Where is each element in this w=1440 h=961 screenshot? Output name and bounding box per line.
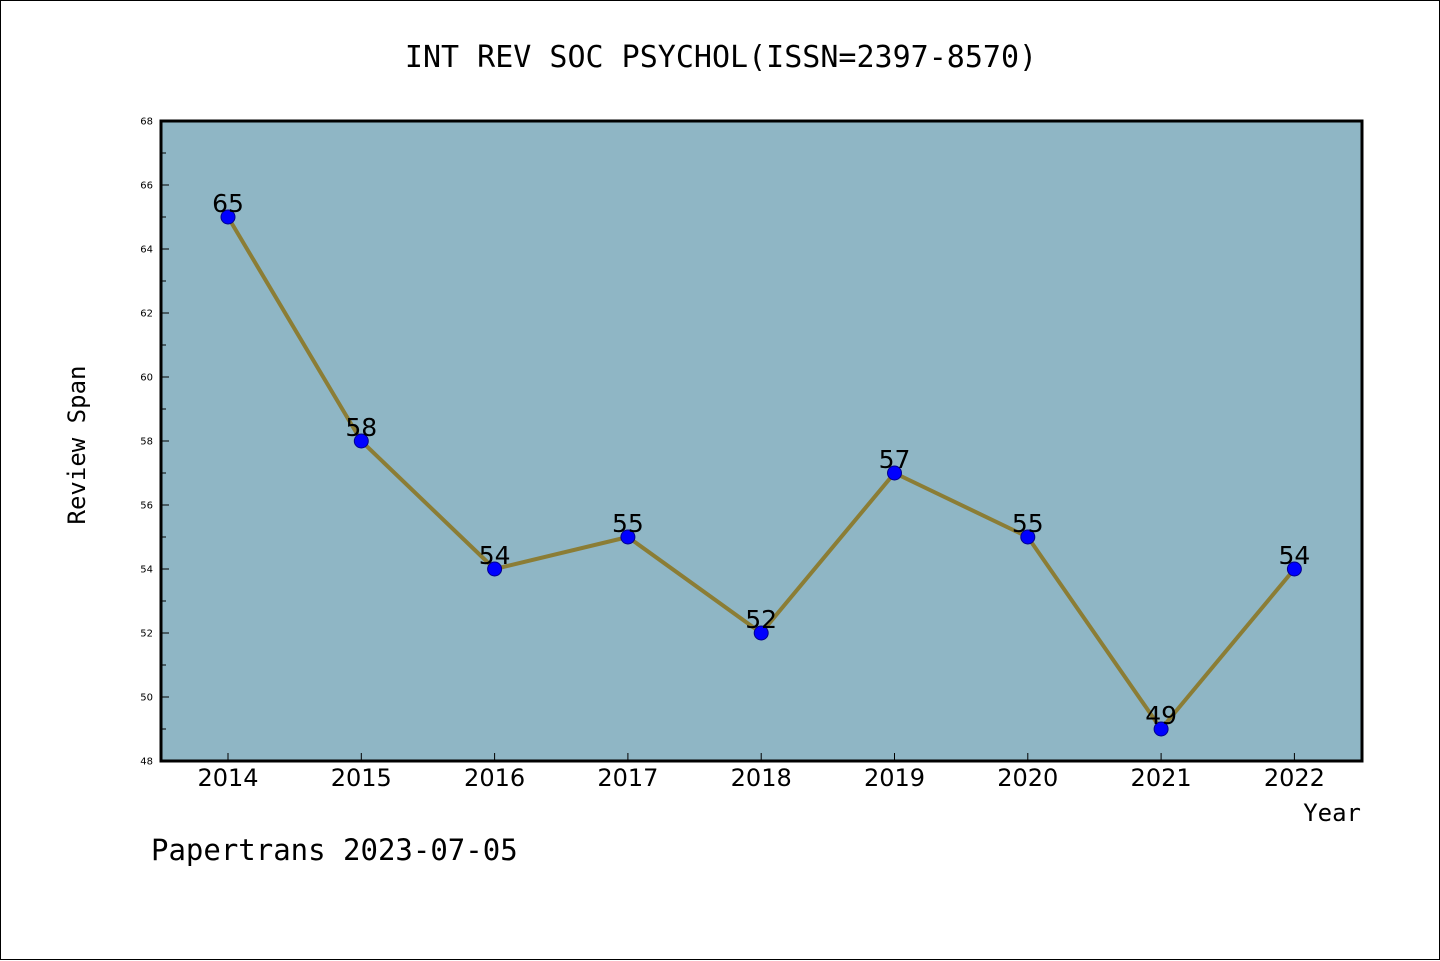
data-point xyxy=(220,209,236,225)
y-tick-label: 64 xyxy=(140,245,153,256)
data-label: 57 xyxy=(879,445,911,474)
data-label: 52 xyxy=(745,605,777,634)
y-tick-label: 48 xyxy=(140,757,153,768)
y-tick-label: 58 xyxy=(140,437,153,448)
data-label: 65 xyxy=(212,189,244,218)
y-tick-label: 68 xyxy=(140,117,153,128)
x-axis: 2014 2015 2016 2017 2018 2019 2020 2021 2022 xyxy=(197,753,1325,792)
x-tick-label: 2014 xyxy=(197,764,258,792)
data-point xyxy=(753,625,769,641)
data-label: 49 xyxy=(1145,701,1177,730)
data-label: 58 xyxy=(345,413,377,442)
x-tick-label: 2019 xyxy=(864,764,925,792)
y-tick-label: 54 xyxy=(140,565,153,576)
data-point xyxy=(620,529,636,545)
plot-area xyxy=(161,121,1362,761)
x-axis-label: Year xyxy=(1303,799,1361,827)
data-point xyxy=(1020,529,1036,545)
y-tick-label: 60 xyxy=(140,373,153,384)
y-tick-label: 50 xyxy=(140,693,153,704)
x-tick-label: 2018 xyxy=(731,764,792,792)
data-label: 54 xyxy=(1278,541,1310,570)
y-axis: 48 50 52 54 56 58 60 62 64 66 68 xyxy=(140,117,169,768)
x-tick-label: 2017 xyxy=(597,764,658,792)
x-tick-label: 2016 xyxy=(464,764,525,792)
data-labels: 65 58 54 55 52 57 55 49 54 xyxy=(212,189,1310,730)
data-point xyxy=(1286,561,1302,577)
y-tick-label: 52 xyxy=(140,629,153,640)
data-point xyxy=(353,433,369,449)
data-label: 54 xyxy=(479,541,511,570)
data-point xyxy=(1153,721,1169,737)
y-axis-label: Review Span xyxy=(63,366,91,525)
footer-watermark: Papertrans 2023-07-05 xyxy=(151,833,518,867)
x-tick-label: 2020 xyxy=(997,764,1058,792)
x-tick-label: 2015 xyxy=(331,764,392,792)
data-label: 55 xyxy=(1012,509,1044,538)
y-tick-label: 56 xyxy=(140,501,153,512)
y-tick-label: 62 xyxy=(140,309,153,320)
x-tick-label: 2022 xyxy=(1264,764,1325,792)
chart-title: INT REV SOC PSYCHOL(ISSN=2397-8570) xyxy=(405,40,1037,75)
data-label: 55 xyxy=(612,509,644,538)
plot-border xyxy=(159,119,1364,763)
y-tick-label: 66 xyxy=(140,181,153,192)
data-point xyxy=(887,465,902,481)
x-tick-label: 2021 xyxy=(1131,764,1192,792)
data-series xyxy=(220,209,1302,737)
data-point xyxy=(487,561,503,577)
